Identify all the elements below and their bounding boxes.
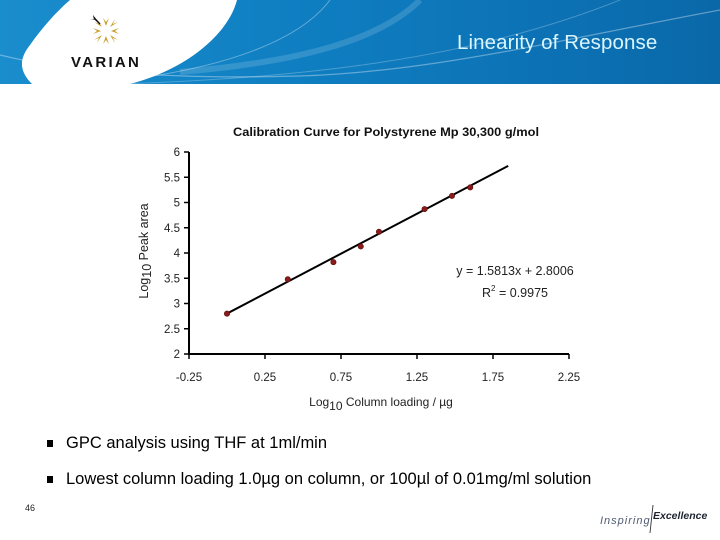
y-tick-label: 4 [174, 248, 181, 260]
x-tick-label: 1.25 [406, 372, 428, 384]
data-point [375, 228, 382, 235]
x-tick-label: 2.25 [558, 372, 580, 384]
x-tick-label: 1.75 [482, 372, 504, 384]
x-axis-label-prefix: Log [309, 395, 329, 409]
y-axis-label: Log10 Peak area [137, 203, 154, 298]
x-axis-label: Log10 Column loading / µg [309, 395, 453, 413]
x-tick-label: -0.25 [176, 372, 202, 384]
x-axis-label-suffix: Column loading / µg [343, 395, 453, 409]
data-point [357, 243, 364, 250]
trendline-equation: y = 1.5813x + 2.8006 [456, 264, 574, 278]
y-tick-label: 4.5 [164, 223, 180, 235]
bullet-square-icon [47, 440, 53, 447]
data-point [284, 276, 291, 283]
y-axis-label-prefix: Log [137, 278, 151, 299]
data-points [224, 184, 474, 317]
r-squared-value: = 0.9975 [496, 286, 549, 300]
varian-logo-icon [90, 15, 119, 44]
y-tick-label: 3.5 [164, 273, 180, 285]
logo-swoosh [21, 0, 237, 84]
chart-title: Calibration Curve for Polystyrene Mp 30,… [233, 125, 539, 139]
slide-title: Linearity of Response [457, 31, 658, 54]
tagline-word-2: Excellence [653, 510, 707, 522]
y-tick-label: 2 [174, 349, 180, 361]
header-banner: VARIAN Linearity of Response [0, 0, 720, 84]
chart-axes: 2 2.5 3 3.5 4 4.5 5 5.5 6 -0.25 0.25 0.75 1.25 1.75 2.… [164, 147, 580, 384]
inspiring-excellence-logo: Inspiring Excellence [600, 504, 707, 534]
data-point [467, 184, 474, 191]
tagline-word-1: Inspiring [600, 515, 651, 527]
brand-wordmark: VARIAN [71, 54, 142, 71]
y-tick-label: 6 [174, 147, 180, 159]
page-number: 46 [25, 503, 36, 513]
y-tick-label: 5 [174, 198, 180, 210]
y-axis-label-sub: 10 [140, 264, 154, 278]
x-axis-label-sub: 10 [329, 399, 343, 413]
data-point [224, 310, 231, 317]
bullet-text: GPC analysis using THF at 1ml/min [66, 434, 328, 452]
data-point [448, 192, 455, 199]
y-axis-label-suffix: Peak area [137, 203, 151, 264]
banner-decoration [0, 0, 720, 84]
calibration-chart: Calibration Curve for Polystyrene Mp 30,… [137, 125, 580, 413]
y-tick-label: 3 [174, 299, 180, 311]
y-tick-label: 2.5 [164, 324, 180, 336]
r-squared-label: R2 = 0.9975 [482, 284, 548, 300]
r-squared-prefix: R [482, 286, 491, 300]
trendline-line [226, 164, 509, 315]
y-tick-label: 5.5 [164, 172, 180, 184]
data-point [330, 259, 337, 266]
x-tick-label: 0.25 [254, 372, 276, 384]
x-tick-label: 0.75 [330, 372, 352, 384]
bullet-square-icon [47, 476, 53, 483]
r-squared-sup: 2 [491, 284, 496, 293]
bullet-text: Lowest column loading 1.0µg on column, o… [66, 470, 592, 488]
trendline [226, 164, 509, 315]
data-point [421, 206, 428, 213]
tagline-divider [649, 504, 654, 534]
